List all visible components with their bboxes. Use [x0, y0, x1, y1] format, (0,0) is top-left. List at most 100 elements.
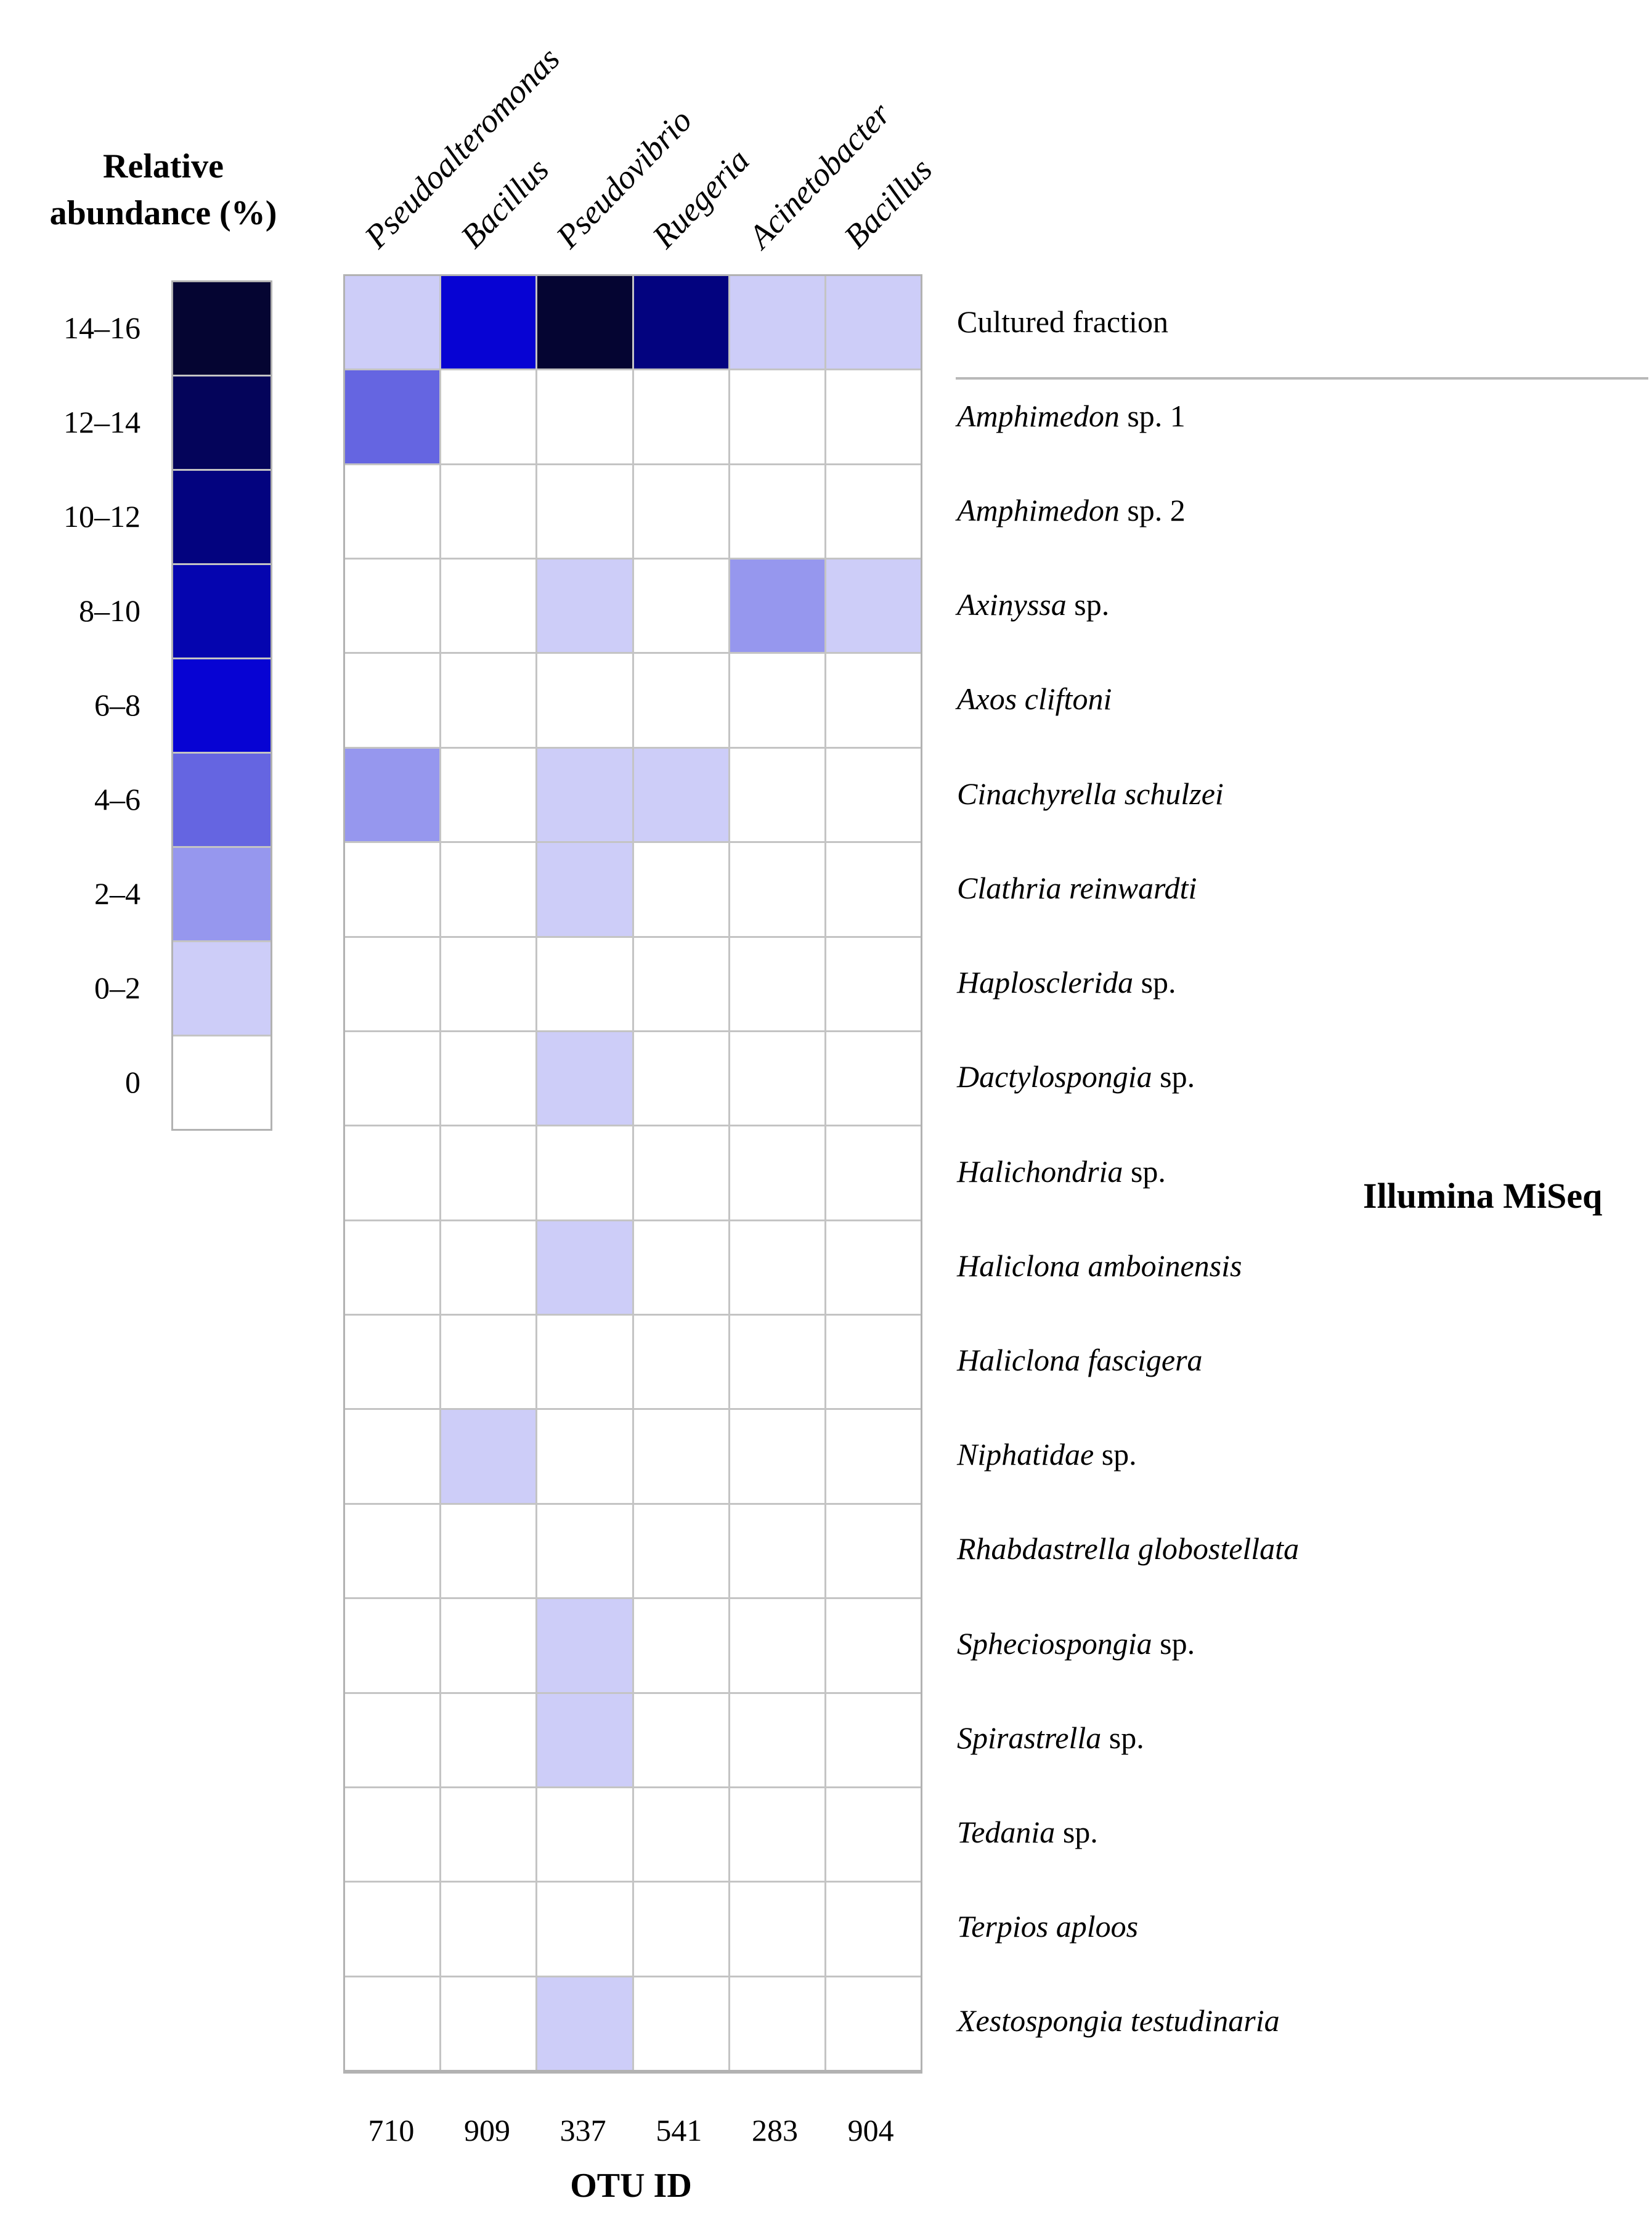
- legend-title: Relative abundance (%): [12, 143, 314, 237]
- row-label: Axinyssa sp.: [957, 584, 1647, 625]
- row-label-italic: Haplosclerida: [957, 965, 1134, 1000]
- legend-label-6-8: 6–8: [94, 687, 140, 722]
- heatmap-cell: [345, 843, 440, 936]
- row-label-italic: Rhabdastrella globostellata: [957, 1531, 1300, 1566]
- heatmap-cell: [633, 1883, 728, 1976]
- row-label: Clathria reinwardti: [957, 868, 1647, 908]
- row-label-italic: Niphatidae: [957, 1437, 1094, 1472]
- heatmap-cell: [730, 1316, 824, 1409]
- heatmap-cell: [537, 370, 632, 463]
- heatmap-cell: [441, 1693, 536, 1786]
- row-label-italic: Halichondria: [957, 1154, 1123, 1189]
- row-label: Cinachyrella schulzei: [957, 773, 1647, 814]
- row-label: Halichondria sp.: [957, 1151, 1647, 1192]
- row-label-regular: sp.: [1152, 1059, 1195, 1094]
- heatmap-cell: [730, 465, 824, 558]
- heatmap-cell: [826, 937, 921, 1030]
- heatmap-cell: [633, 560, 728, 653]
- heatmap-cell: [826, 465, 921, 558]
- heatmap-cell: [441, 843, 536, 936]
- heatmap-cell: [730, 370, 824, 463]
- legend-label-0: 0: [125, 1064, 140, 1099]
- heatmap-cell: [537, 654, 632, 747]
- heatmap-cell: [730, 560, 824, 653]
- heatmap-cell: [441, 1316, 536, 1409]
- heatmap-cell: [345, 1126, 440, 1219]
- heatmap-cell: [441, 1032, 536, 1125]
- heatmap-cell: [441, 560, 536, 653]
- heatmap-cell: [633, 1126, 728, 1219]
- legend-label-10-12: 10–12: [63, 499, 140, 534]
- heatmap-cell: [537, 1032, 632, 1125]
- heatmap-cell: [441, 1126, 536, 1219]
- heatmap-cell: [345, 937, 440, 1030]
- heatmap-cell: [441, 276, 536, 369]
- row-label-italic: Terpios aploos: [957, 1909, 1139, 1944]
- heatmap-cell: [537, 560, 632, 653]
- heatmap-cell: [537, 1126, 632, 1219]
- row-label-italic: Haliclona amboinensis: [957, 1248, 1242, 1283]
- heatmap-cell: [826, 1032, 921, 1125]
- heatmap-cell: [826, 1410, 921, 1503]
- heatmap-cell: [730, 937, 824, 1030]
- heatmap-cell: [730, 748, 824, 842]
- heatmap-cell: [730, 1221, 824, 1314]
- heatmap-cell: [633, 1221, 728, 1314]
- heatmap-cell: [345, 1032, 440, 1125]
- row-label-regular: sp. 1: [1119, 398, 1186, 433]
- row-label-italic: Amphimedon: [957, 493, 1120, 528]
- legend-label-8-10: 8–10: [79, 593, 140, 628]
- column-header-genus: Bacillus: [837, 151, 940, 256]
- legend-swatch-14-16: [173, 282, 271, 375]
- legend-label-2-4: 2–4: [94, 876, 140, 911]
- heatmap-cell: [345, 1977, 440, 2070]
- heatmap-cell: [345, 1316, 440, 1409]
- heatmap-cell: [826, 843, 921, 936]
- otu-id-tick: 541: [656, 2113, 702, 2148]
- legend-swatch-6-8: [173, 659, 271, 752]
- legend-color-scale: [171, 280, 272, 1131]
- heatmap-cell: [345, 1788, 440, 1881]
- heatmap-cell: [633, 1977, 728, 2070]
- heatmap-cell: [633, 654, 728, 747]
- heatmap-cell: [633, 1693, 728, 1786]
- row-label: Axos cliftoni: [957, 678, 1647, 719]
- heatmap-cell: [345, 1693, 440, 1786]
- heatmap-cell: [537, 1410, 632, 1503]
- legend-swatch-2-4: [173, 848, 271, 940]
- heatmap-cell: [441, 1788, 536, 1881]
- heatmap-cell: [633, 1410, 728, 1503]
- heatmap-cell: [441, 748, 536, 842]
- heatmap-cell: [441, 937, 536, 1030]
- row-label-italic: Xestospongia testudinaria: [957, 2003, 1280, 2038]
- column-header-genus: Bacillus: [453, 151, 556, 256]
- legend-swatch-12-14: [173, 377, 271, 469]
- row-label: Spheciospongia sp.: [957, 1623, 1647, 1664]
- heatmap-cell: [537, 1221, 632, 1314]
- heatmap-cell: [441, 1977, 536, 2070]
- legend-label-14-16: 14–16: [63, 310, 140, 345]
- row-label: Haliclona amboinensis: [957, 1245, 1647, 1286]
- otu-id-tick: 283: [751, 2113, 798, 2148]
- row-label-italic: Cinachyrella schulzei: [957, 776, 1224, 811]
- row-label: Terpios aploos: [957, 1906, 1647, 1947]
- row-label-regular: sp.: [1152, 1626, 1195, 1661]
- legend-swatch-0: [173, 1036, 271, 1129]
- row-label-italic: Haliclona fascigera: [957, 1342, 1203, 1377]
- heatmap-cell: [345, 370, 440, 463]
- heatmap-cell: [537, 465, 632, 558]
- row-label: Xestospongia testudinaria: [957, 2000, 1647, 2041]
- heatmap-cell: [537, 1599, 632, 1692]
- legend-label-12-14: 12–14: [63, 404, 140, 439]
- row-label-regular: sp.: [1133, 965, 1176, 1000]
- legend-swatch-0-2: [173, 942, 271, 1035]
- heatmap-cell: [345, 465, 440, 558]
- heatmap-cell: [633, 937, 728, 1030]
- row-label-italic: Axinyssa: [957, 587, 1067, 622]
- otu-id-tick: 337: [559, 2113, 606, 2148]
- heatmap-cell: [537, 748, 632, 842]
- heatmap-cell: [826, 1883, 921, 1976]
- row-label-italic: Clathria reinwardti: [957, 870, 1197, 905]
- heatmap-cell: [730, 1032, 824, 1125]
